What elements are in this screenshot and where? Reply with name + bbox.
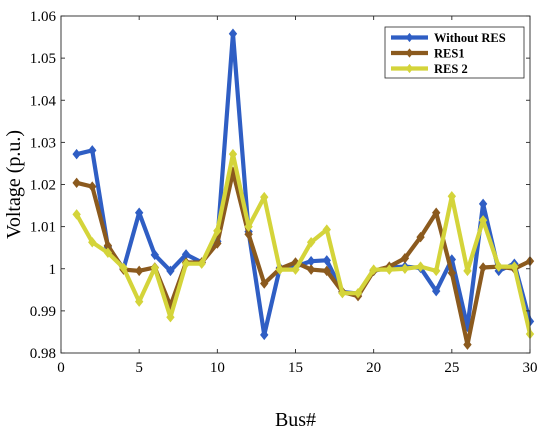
x-tick-label: 20 [366,360,381,376]
series-res-2 [72,148,535,340]
y-axis-title: Voltage (p.u.) [3,130,25,239]
y-tick-label: 0.99 [30,304,56,320]
series-line [74,152,533,335]
y-tick-label: 1.05 [30,51,56,67]
legend-label: RES 2 [434,62,468,76]
data-point [244,221,253,232]
data-point [322,224,331,235]
data-point [400,252,410,264]
data-point [447,191,457,202]
x-tick-label: 10 [210,360,225,376]
data-point [197,258,206,269]
data-point [72,209,81,220]
data-point [260,191,269,203]
data-point [306,264,316,275]
data-point [260,329,269,341]
y-tick-label: 1.03 [30,135,56,151]
data-point [275,264,285,275]
data-point [72,148,81,160]
data-point [306,236,316,248]
y-tick-label: 1.06 [30,9,57,25]
data-point [72,177,81,189]
data-point [228,28,238,39]
data-point [353,287,363,299]
data-point [322,265,331,277]
data-point [416,231,425,243]
data-point [88,145,97,156]
data-point [88,236,97,248]
data-point [369,264,378,275]
legend-marker [405,63,414,74]
legend-marker [405,48,414,58]
data-point [432,207,441,218]
data-point [463,265,472,277]
data-point [244,228,253,240]
x-tick-label: 5 [135,360,143,376]
data-point [385,264,394,275]
data-point [228,148,238,160]
x-tick-label: 15 [288,360,303,376]
data-point [478,262,488,273]
data-point [338,287,347,299]
data-point [181,258,191,269]
x-axis-title: Bus# [275,409,316,431]
data-point [88,181,97,192]
data-point [166,265,175,277]
data-point [213,238,222,249]
data-point [119,262,128,274]
data-point [478,198,488,210]
data-point [134,207,144,218]
data-point [432,265,441,277]
data-point [463,339,472,350]
data-point [400,263,410,274]
data-point [166,311,175,323]
legend-label: Without RES [434,31,506,45]
data-point [432,285,441,297]
data-point [291,264,300,275]
y-tick-label: 1.04 [30,93,57,109]
legend-label: RES1 [434,47,465,61]
data-point [150,262,159,274]
data-point [134,296,144,307]
x-tick-label: 25 [444,360,459,376]
data-point [494,261,503,272]
data-point [322,255,331,266]
series-layer [72,28,535,350]
data-point [478,215,488,226]
y-tick-label: 1.02 [30,178,56,194]
y-tick-label: 0.98 [30,346,56,362]
data-point [416,261,425,272]
legend-marker [405,32,414,43]
data-point [260,278,269,289]
x-tick-label: 0 [57,360,65,376]
y-tick-label: 1 [49,262,57,278]
data-point [510,261,519,272]
y-tick-label: 1.01 [30,220,56,236]
data-point [150,249,159,261]
x-tick-label: 30 [523,360,538,376]
data-point [134,265,144,277]
ticks-layer: 0 5 10 15 20 25 30 0.98 0.99 1 1.01 1.02 1.03 1.04 1.0… [30,9,538,376]
data-point [103,247,113,258]
data-point [447,267,457,279]
data-point [213,225,222,237]
